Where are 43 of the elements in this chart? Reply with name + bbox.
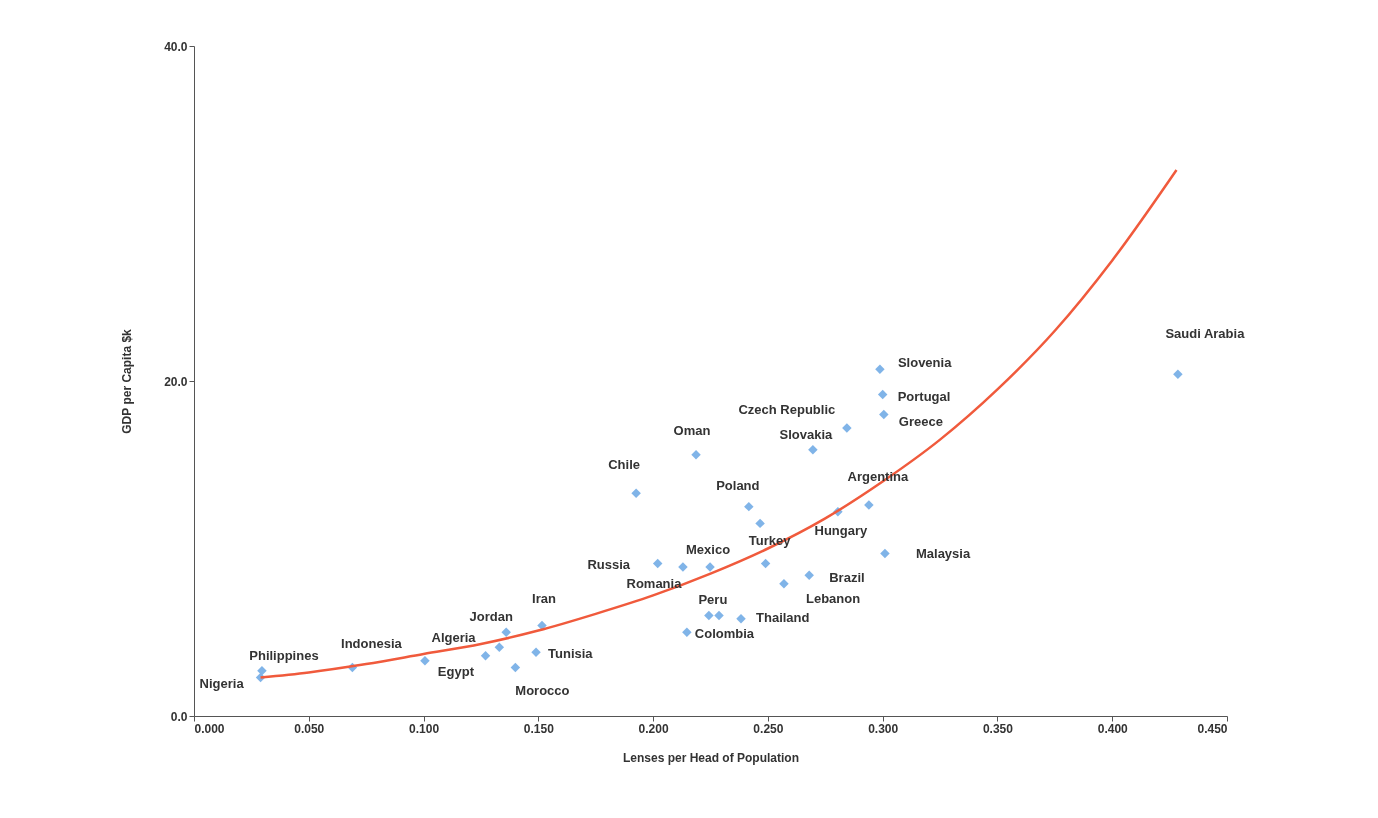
- annotation: Russia: [587, 556, 631, 572]
- annotation: Colombia: [694, 626, 755, 642]
- annotation: Greece: [898, 413, 943, 429]
- annotation: Chile: [608, 457, 641, 473]
- annotation: Slovenia: [897, 355, 953, 371]
- annotation: Oman: [673, 422, 711, 438]
- y-tick-label: 20.0: [164, 374, 188, 389]
- x-tick-label: 0.200: [638, 721, 669, 736]
- annotation: Hungary: [814, 522, 869, 538]
- x-tick-label: 0.350: [982, 721, 1014, 736]
- annotation: Portugal: [897, 389, 951, 405]
- annotation: Peru: [698, 591, 728, 607]
- annotation: Philippines: [249, 647, 319, 663]
- x-axis-title: Lenses per Head of Population: [622, 750, 800, 765]
- annotation: Brazil: [829, 570, 865, 586]
- y-axis-title: GDP per Capita $k: [120, 328, 135, 434]
- y-tick-label: 0.0: [170, 709, 188, 724]
- y-tick-label: 40.0: [164, 39, 188, 54]
- annotation: Lebanon: [805, 590, 861, 606]
- annotation: Jordan: [469, 609, 513, 625]
- annotation: Egypt: [437, 663, 475, 679]
- x-tick-label: 0.300: [868, 721, 899, 736]
- annotation: Czech Republic: [738, 401, 836, 417]
- annotation: Iran: [532, 590, 556, 606]
- x-tick-label: 0.400: [1097, 721, 1129, 736]
- annotation: Morocco: [515, 683, 570, 699]
- annotation: Slovakia: [779, 426, 834, 442]
- x-tick-label: 0.000: [194, 721, 225, 736]
- annotation: Saudi Arabia: [1165, 326, 1246, 342]
- annotation: Indonesia: [341, 636, 403, 652]
- annotation: Thailand: [756, 609, 810, 625]
- x-tick-label: 0.450: [1197, 721, 1228, 736]
- x-tick-label: 0.250: [753, 721, 784, 736]
- annotation: Poland: [716, 477, 760, 493]
- annotation: Algeria: [431, 629, 477, 645]
- annotation: Mexico: [686, 541, 731, 557]
- annotation: Malaysia: [915, 545, 971, 561]
- annotation: Nigeria: [199, 676, 245, 692]
- x-tick-label: 0.050: [294, 721, 325, 736]
- x-tick-label: 0.100: [409, 721, 440, 736]
- annotation: Romania: [626, 575, 683, 591]
- annotation: Tunisia: [548, 646, 594, 662]
- x-tick-label: 0.150: [523, 721, 555, 736]
